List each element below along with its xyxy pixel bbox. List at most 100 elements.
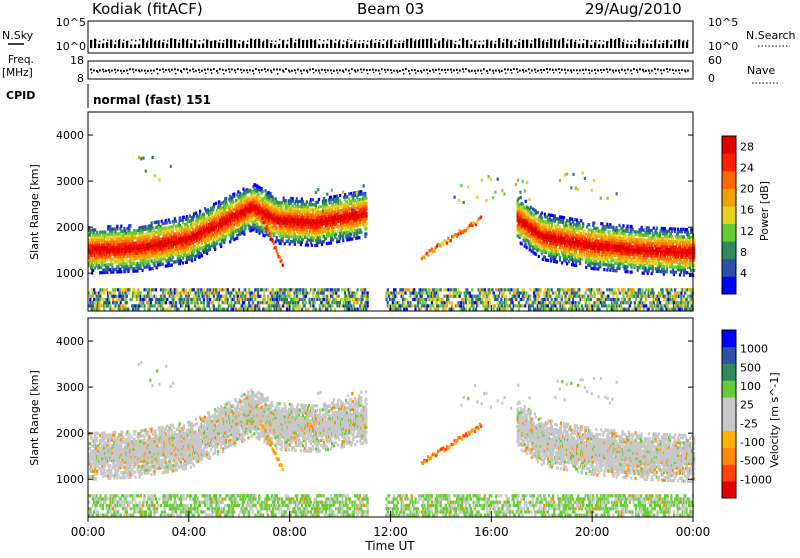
nave-mark [349,72,351,75]
scatter-cell [215,214,218,218]
freq-mark [417,69,419,72]
scatter-cell [157,230,160,234]
scatter-cell [237,220,240,224]
scatter-cell [120,229,123,233]
scatter-cell [106,235,109,239]
freq-mark [624,69,626,72]
freq-mark [606,68,608,71]
scatter-cell [260,186,263,191]
noise-bar [510,41,513,48]
scatter-cell [207,243,211,247]
noise-search-dot [383,39,385,41]
noise-bar [482,44,485,48]
freq-mark [375,69,377,72]
freq-mark [381,68,383,71]
scatter-cell [188,227,192,231]
freq-mark [636,69,638,72]
noise-bar [474,41,477,48]
nave-mark [301,72,303,75]
scatter-cell [213,240,216,244]
scatter-cell [111,237,114,241]
noise-bar [438,41,441,48]
scatter-cell [365,196,368,200]
scatter-cell [211,216,214,220]
noise-search-dot [423,39,425,42]
noise-search-dot [419,39,421,41]
scatter-cell [216,239,219,243]
nave-mark [295,72,297,74]
noise-bar [646,43,649,48]
freq-mark [159,68,161,71]
scatter-cell [147,224,150,228]
noise-search-dot [635,40,637,43]
scatter-cell [209,245,212,249]
scatter-cell [204,216,208,220]
freq-mark [240,68,242,71]
noise-bar [354,41,357,48]
noise-search-dot [487,39,489,42]
noise-search-dot [295,39,297,41]
nave-mark [181,71,183,73]
noise-bar [534,38,537,48]
freq-mark [687,69,689,72]
noise-search-dot [267,40,269,42]
freq-mark [507,68,509,71]
freq-mark [501,69,503,72]
scatter-cell [239,196,242,200]
freq-mark [531,69,533,72]
scatter-cell [147,229,150,233]
scatter-cell [258,231,261,235]
scatter-cell [160,219,163,223]
nave-mark [271,71,273,74]
nave-mark [343,71,345,73]
noise-search-dot [447,39,449,41]
scatter-cell [534,209,537,213]
freq-mark [183,68,185,71]
scatter-cell [324,199,328,203]
scatter-cell [283,242,286,246]
scatter-cell [540,211,543,215]
freq-mark [324,69,326,72]
scatter-cell [230,237,233,241]
noise-bar [578,43,581,48]
nave-mark [193,71,195,73]
noise-bar [674,40,677,48]
noise-bar [274,44,277,48]
freq-mark [177,68,179,71]
noise-bar [350,43,353,48]
scatter-cell [122,229,125,233]
scatter-cell [149,229,152,233]
station-title: Kodiak (fitACF) [92,0,203,18]
scatter-cell [196,243,200,247]
scatter-cell [252,185,255,189]
noise-search-dot [559,39,561,41]
scatter-cell [147,262,150,266]
noise-bar [434,43,437,48]
freq-mark [411,69,413,72]
noise-bar [442,38,445,48]
scatter-cell [546,258,549,262]
freq-mark [453,69,455,72]
freq-mark [339,69,341,72]
scatter-cell [248,224,251,228]
noise-bar [230,39,233,48]
scatter-cell [197,248,201,252]
freq-mark [414,69,416,72]
scatter-cell [261,230,264,234]
nave-mark [109,71,111,73]
scatter-cell [339,193,342,198]
scatter-cell [245,213,248,217]
scatter-cell [214,245,217,249]
scatter-cell [206,208,210,212]
scatter-cell [242,200,245,204]
noise-bar [254,40,257,48]
scatter-cell [148,239,151,243]
scatter-cell [191,243,195,247]
freq-mark [342,69,344,72]
scatter-cell [229,194,232,198]
freq-mark [516,68,518,71]
noise-bar [638,38,641,48]
scatter-cell [168,256,171,260]
scatter-cell [148,254,151,259]
scatter-cell [101,250,104,254]
